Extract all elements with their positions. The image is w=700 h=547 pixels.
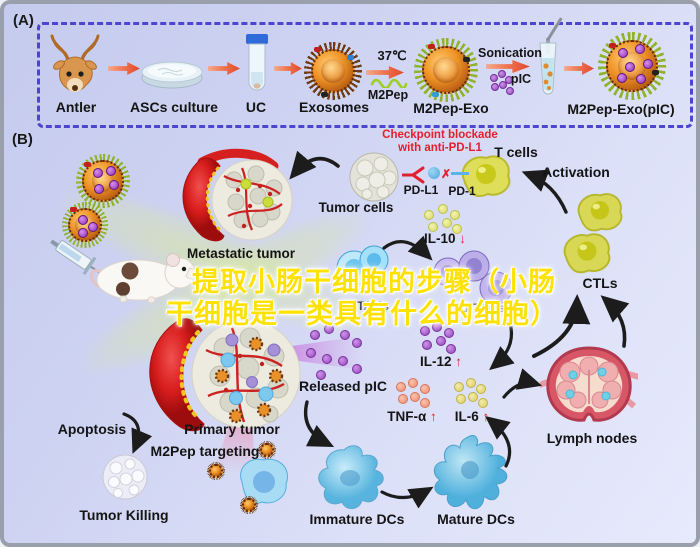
apoptosis-label: Apoptosis <box>57 421 127 437</box>
uc-tube-icon <box>246 34 268 91</box>
mouse-icon <box>89 253 200 304</box>
mature-dc-icon <box>433 435 508 510</box>
mature-dcs-label: Mature DCs <box>437 511 515 527</box>
panel-a-dashed-box <box>37 22 693 128</box>
m2pep-exo-icon <box>414 38 478 102</box>
targeting-exosome-icon <box>240 496 258 514</box>
immature-dcs-label: Immature DCs <box>309 511 405 527</box>
m2-tam-cells-icon <box>336 245 389 286</box>
m2pep-exo-pic-icon <box>598 32 666 100</box>
temp-label: 37℃ <box>377 48 407 63</box>
il12-label: IL-12 ↑ <box>419 354 463 369</box>
pd1-stalk-icon <box>451 172 469 175</box>
targeting-exosome-icon <box>258 441 276 459</box>
m2pep-targeting-cell-icon <box>240 458 288 504</box>
checkpoint-label-line1: Checkpoint blockade <box>382 129 498 141</box>
t-cells-label: T cells <box>494 144 538 160</box>
lymph-nodes-label: Lymph nodes <box>546 430 638 446</box>
t-cell-icon <box>461 155 511 198</box>
watermark-line2: 干细胞是一类具有什么的细胞） <box>166 299 558 329</box>
tumor-cells-label: Tumor cells <box>318 200 394 215</box>
pd-1-label: PD-1 <box>448 184 476 198</box>
m1-tams-label: M1 TAMs <box>453 301 505 315</box>
arrow-to-lymph <box>502 368 543 399</box>
step-m2pepexo-label: M2Pep-Exo <box>413 100 489 116</box>
deer-antler-icon <box>50 34 100 92</box>
step-final-label: M2Pep-Exo(pIC) <box>567 101 675 117</box>
injected-exosome-icon <box>76 154 130 208</box>
step-antler-label: Antler <box>55 99 97 115</box>
panel-a-label: (A) <box>13 12 34 29</box>
primary-tumor-label: Primary tumor <box>184 421 280 437</box>
metastatic-tumor-icon <box>182 148 293 242</box>
metastatic-tumor-label: Metastatic tumor <box>186 246 296 261</box>
ctl-cell-icon <box>563 233 611 274</box>
pd1-molecule-icon <box>428 167 440 179</box>
sonication-label: Sonication <box>478 46 542 60</box>
tumor-cell-icon <box>349 152 399 202</box>
m1-tam-cells-icon <box>433 250 513 305</box>
injected-exosome-icon <box>62 202 108 248</box>
pd-l1-label: PD-L1 <box>403 183 439 197</box>
il10-label: IL-10 ↓ <box>423 231 467 246</box>
released-pic-label: Released pIC <box>299 378 387 394</box>
tnf-label: TNF-α ↑ <box>387 409 437 424</box>
pic-label: pIC <box>510 72 532 86</box>
m2pep-targeting-label: M2Pep targeting <box>150 443 260 459</box>
targeting-exosome-icon <box>207 462 225 480</box>
petri-dish-icon <box>141 61 203 89</box>
il6-label: IL-6 ↑ <box>454 409 490 424</box>
ctl-cell-icon <box>577 193 623 232</box>
ctls-label: CTLs <box>582 275 618 291</box>
m2pep-peptide-icon <box>370 78 408 88</box>
apoptotic-cell-icon <box>102 454 148 500</box>
sonication-tube-icon <box>539 38 557 95</box>
activation-label: Activation <box>542 164 610 180</box>
m2-tams-label: M2 TAMs <box>337 299 389 313</box>
panel-b-label: (B) <box>12 131 33 148</box>
checkpoint-label-line2: with anti-PD-L1 <box>398 142 482 154</box>
m2pep-label: M2Pep <box>367 88 409 102</box>
primary-tumor-icon <box>149 318 301 432</box>
immature-dc-icon <box>318 445 384 509</box>
tumor-killing-label: Tumor Killing <box>79 507 169 523</box>
exosome-icon <box>304 42 362 100</box>
watermark-line1: 提取小肠干细胞的步骤（小肠 <box>192 267 556 297</box>
blocked-x-icon: ✗ <box>441 167 452 181</box>
arrow-to-ctls-right <box>600 295 630 348</box>
step-uc-label: UC <box>245 99 267 115</box>
step-ascs-label: ASCs culture <box>130 99 218 115</box>
step-exosomes-label: Exosomes <box>298 99 370 115</box>
lymph-nodes-icon <box>540 346 638 422</box>
anti-pd-l1-antibody-icon <box>402 166 425 184</box>
